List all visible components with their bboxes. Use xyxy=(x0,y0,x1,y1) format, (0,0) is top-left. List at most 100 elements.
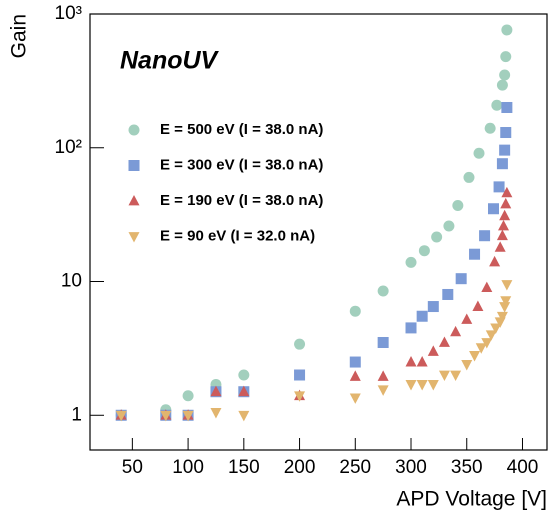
legend-label: E = 90 eV (I = 32.0 nA) xyxy=(160,227,315,244)
x-tick-label: 300 xyxy=(395,457,427,478)
point xyxy=(450,325,462,337)
point xyxy=(294,369,306,381)
point xyxy=(499,69,511,81)
legend-label: E = 190 eV (I = 38.0 nA) xyxy=(160,192,323,209)
x-tick-label: 350 xyxy=(451,457,483,478)
point xyxy=(377,385,389,396)
point xyxy=(431,231,443,243)
point xyxy=(238,369,250,381)
point xyxy=(452,200,464,212)
point xyxy=(489,255,501,267)
point xyxy=(490,323,502,334)
point xyxy=(491,99,503,111)
legend-marker xyxy=(128,160,140,171)
point xyxy=(494,241,506,252)
point xyxy=(496,158,508,170)
point xyxy=(349,370,361,381)
point xyxy=(461,313,473,324)
point xyxy=(405,322,417,334)
point xyxy=(427,301,439,313)
point xyxy=(481,281,493,293)
point xyxy=(501,186,513,198)
point xyxy=(443,220,455,232)
point xyxy=(377,370,389,381)
point xyxy=(238,410,250,422)
legend-marker xyxy=(128,194,140,206)
point xyxy=(210,385,222,397)
legend-label: E = 500 eV (I = 38.0 nA) xyxy=(160,121,323,138)
point xyxy=(427,380,439,391)
point xyxy=(499,144,511,156)
point xyxy=(496,311,508,323)
point xyxy=(493,181,505,193)
x-tick-label: 250 xyxy=(339,457,371,478)
point xyxy=(487,203,499,215)
point xyxy=(416,355,428,367)
point xyxy=(442,288,454,300)
point xyxy=(484,122,496,134)
point xyxy=(496,79,508,91)
point xyxy=(405,256,417,268)
point xyxy=(475,343,487,354)
point xyxy=(500,296,512,307)
x-tick-label: 100 xyxy=(172,457,204,478)
point xyxy=(485,330,497,341)
point xyxy=(182,410,194,422)
point xyxy=(455,273,467,285)
point xyxy=(500,127,512,139)
point xyxy=(427,345,439,356)
point xyxy=(472,300,484,311)
point xyxy=(501,24,513,36)
y-tick-label: 10² xyxy=(55,137,82,158)
annotation: NanoUV xyxy=(120,47,220,75)
point xyxy=(349,393,361,404)
legend-marker xyxy=(128,232,140,243)
point xyxy=(294,391,306,402)
x-tick-label: 150 xyxy=(228,457,260,478)
point xyxy=(473,147,485,159)
point xyxy=(469,248,481,260)
point xyxy=(405,355,417,367)
point xyxy=(418,245,430,257)
legend-label: E = 300 eV (I = 38.0 nA) xyxy=(160,156,323,173)
x-tick-label: 50 xyxy=(122,457,143,478)
point xyxy=(416,310,428,322)
point xyxy=(405,380,417,391)
y-tick-label: 10 xyxy=(61,271,82,292)
point xyxy=(160,410,172,422)
point xyxy=(499,209,511,221)
legend-marker xyxy=(128,124,140,136)
point xyxy=(416,380,428,391)
point xyxy=(438,370,450,382)
x-axis-label: APD Voltage [V] xyxy=(396,488,547,511)
point xyxy=(481,338,493,349)
point xyxy=(349,305,361,317)
point xyxy=(450,370,462,382)
point xyxy=(461,360,473,371)
point xyxy=(238,385,250,397)
point xyxy=(501,280,513,291)
point xyxy=(496,229,508,241)
point xyxy=(463,171,475,183)
x-tick-label: 200 xyxy=(284,457,316,478)
point xyxy=(377,336,389,348)
point xyxy=(479,230,491,242)
point xyxy=(115,410,127,422)
point xyxy=(501,101,513,113)
point xyxy=(210,408,222,419)
point xyxy=(498,219,510,231)
plot-frame xyxy=(89,13,548,451)
point xyxy=(182,390,194,402)
point xyxy=(438,336,450,347)
point xyxy=(377,285,389,297)
point xyxy=(499,302,511,313)
point xyxy=(349,356,361,368)
point xyxy=(500,197,512,209)
y-axis-label: Gain xyxy=(8,14,31,58)
point xyxy=(469,351,481,362)
x-tick-label: 400 xyxy=(507,457,539,478)
point xyxy=(500,51,512,63)
point xyxy=(294,338,306,350)
y-tick-label: 10³ xyxy=(55,3,82,24)
